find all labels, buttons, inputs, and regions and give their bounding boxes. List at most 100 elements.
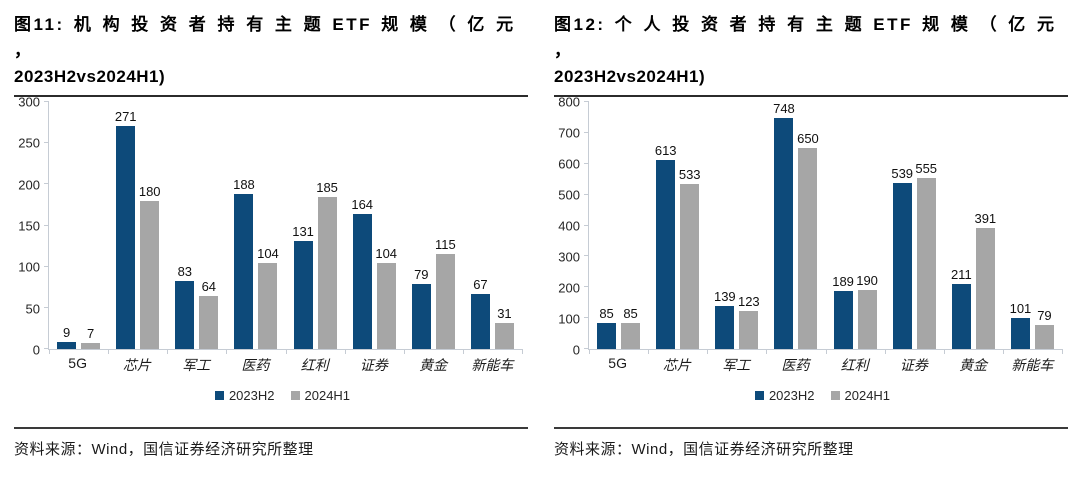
- x-axis-tick: [226, 349, 228, 354]
- bar-value-label: 123: [737, 294, 760, 310]
- x-axis-label: 芯片: [122, 358, 151, 374]
- bar-group: 189 190: [826, 102, 885, 349]
- source-text: 资料来源：Wind，国信证券经济研究所整理: [14, 441, 314, 458]
- bar-value-label: 31: [497, 306, 512, 322]
- bar-2024H1: 104: [257, 246, 279, 349]
- bar-2024H1: 650: [797, 131, 819, 349]
- bar-group: 83 64: [167, 102, 226, 349]
- x-axis-tick: [108, 349, 110, 354]
- bar-2023H2: 613: [655, 143, 677, 349]
- bar-value-label: 180: [138, 183, 161, 199]
- x-axis-label: 新能车: [471, 358, 514, 374]
- chart-legend: 2023H2 2024H1: [565, 388, 1080, 403]
- legend-item-2024h1: 2024H1: [290, 388, 350, 403]
- y-axis-tick: [584, 101, 589, 102]
- y-axis-tick-label: 200: [558, 280, 580, 296]
- x-axis-label: 5G: [68, 355, 87, 371]
- y-axis-tick: [584, 286, 589, 288]
- y-axis-tick-label: 700: [558, 125, 580, 141]
- bar-value-label: 539: [891, 165, 914, 181]
- bar-value-label: 748: [773, 101, 795, 117]
- plot-area: 85 85 613 533 139 123 748 650 189 190 539 555 211 391…: [584, 101, 1063, 354]
- y-axis: 0 100 200 300 400 500 600 700 800: [554, 96, 584, 357]
- y-axis-tick-label: 200: [18, 177, 40, 193]
- bar-value-label: 164: [351, 196, 374, 212]
- y-axis-tick: [44, 265, 49, 267]
- legend-item-2023h2: 2023H2: [754, 388, 815, 403]
- bar-group: 211 391: [944, 102, 1003, 349]
- y-axis-tick: [584, 255, 589, 257]
- bar-value-label: 139: [713, 289, 736, 305]
- bar-2023H2: 539: [891, 166, 913, 349]
- y-axis-tick-label: 500: [558, 187, 580, 203]
- y-axis-tick: [44, 306, 49, 308]
- figure-title-line2: 2023H2vs2024H1): [554, 67, 706, 86]
- x-axis-tick: [1062, 349, 1063, 354]
- figure-title: 图12: 个 人 投 资 者 持 有 主 题 ETF 规 模 （ 亿 元 ， 2…: [554, 12, 1068, 97]
- x-axis-tick: [884, 349, 886, 354]
- x-axis-tick: [403, 349, 405, 354]
- bar-2024H1: 79: [1034, 308, 1054, 349]
- y-axis-tick: [584, 162, 589, 164]
- x-axis-tick: [943, 349, 945, 354]
- legend-item-2023h2: 2023H2: [214, 388, 275, 403]
- bar-value-label: 555: [915, 160, 938, 176]
- x-axis-label: 军工: [722, 358, 751, 374]
- bar-2023H2: 748: [773, 101, 795, 349]
- bar-2023H2: 79: [411, 267, 431, 349]
- bar-2024H1: 85: [621, 306, 641, 349]
- bar-value-label: 7: [86, 326, 95, 342]
- bar-2023H2: 271: [115, 109, 137, 349]
- legend-swatch-2023h2: [754, 391, 764, 400]
- x-axis-tick: [1002, 349, 1004, 354]
- bar-value-label: 85: [599, 305, 614, 321]
- bar-2023H2: 131: [292, 224, 314, 349]
- x-axis-tick: [167, 349, 169, 354]
- x-axis-label: 黄金: [959, 358, 988, 374]
- bar-2024H1: 104: [375, 246, 397, 349]
- bar-value-label: 101: [1009, 300, 1032, 316]
- bar-2023H2: 67: [470, 277, 490, 349]
- y-axis-tick-label: 150: [18, 218, 40, 234]
- x-axis-tick: [825, 349, 827, 354]
- bar-group: 67 31: [463, 102, 522, 349]
- bar-value-label: 9: [62, 324, 71, 340]
- bar-2023H2: 189: [832, 274, 854, 349]
- y-axis-tick: [584, 131, 589, 133]
- legend-swatch-2024h1: [290, 391, 300, 400]
- bar-2024H1: 31: [494, 306, 514, 349]
- chart-legend: 2023H2 2024H1: [25, 388, 540, 403]
- y-axis-tick-label: 400: [558, 218, 580, 234]
- bar-value-label: 67: [473, 276, 488, 292]
- x-axis-tick: [462, 349, 464, 354]
- y-axis-tick-label: 300: [558, 249, 580, 265]
- bar-value-label: 188: [233, 177, 255, 193]
- figure-12-panel: 图12: 个 人 投 资 者 持 有 主 题 ETF 规 模 （ 亿 元 ， 2…: [540, 0, 1080, 483]
- bar-value-label: 271: [114, 108, 137, 124]
- bar-group: 139 123: [707, 102, 766, 349]
- bar-value-label: 391: [974, 211, 997, 227]
- y-axis-tick: [584, 348, 589, 349]
- y-axis-tick: [44, 348, 49, 349]
- x-axis-label: 军工: [182, 358, 211, 374]
- bar-2023H2: 139: [714, 289, 736, 349]
- x-axis-tick: [344, 349, 346, 354]
- legend-swatch-2023h2: [214, 391, 224, 400]
- bar-value-label: 104: [257, 246, 279, 262]
- y-axis-tick: [584, 193, 589, 195]
- bar-2024H1: 533: [679, 167, 701, 349]
- bar-2023H2: 211: [951, 267, 972, 349]
- bar-value-label: 613: [654, 142, 677, 158]
- bar-chart: 0 100 200 300 400 500 600 700 800 85 85 613 533 139 1…: [554, 96, 1063, 357]
- bar-value-label: 79: [1037, 307, 1052, 323]
- y-axis-tick-label: 800: [558, 94, 580, 110]
- figure-title-line1: 图11: 机 构 投 资 者 持 有 主 题 ETF 规 模 （ 亿 元 ，: [14, 15, 516, 60]
- source-text: 资料来源：Wind，国信证券经济研究所整理: [554, 441, 854, 458]
- x-axis-label: 芯片: [662, 358, 691, 374]
- y-axis-tick-label: 0: [572, 342, 580, 358]
- bar-group: 748 650: [766, 101, 825, 349]
- bar-2023H2: 85: [597, 306, 617, 349]
- bar-value-label: 85: [623, 305, 638, 321]
- bar-2023H2: 83: [175, 264, 195, 349]
- bar-group: 131 185: [286, 102, 345, 349]
